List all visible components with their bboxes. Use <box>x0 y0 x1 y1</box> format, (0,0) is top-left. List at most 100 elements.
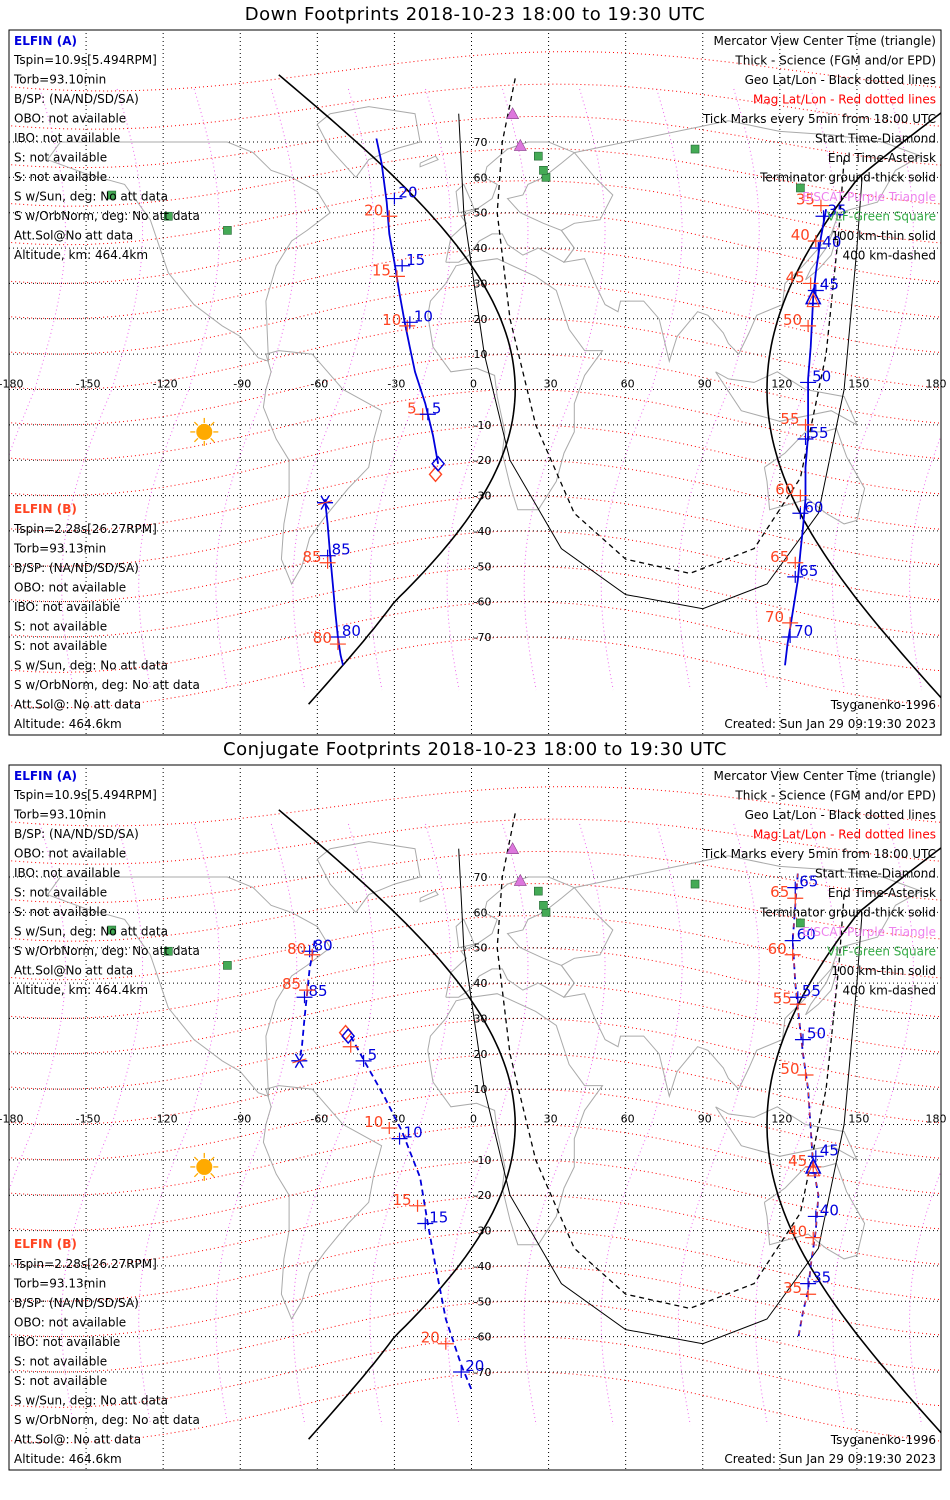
lon-tick-label: -150 <box>76 378 101 391</box>
tick-blue-east-label: 55 <box>802 982 821 1000</box>
mag-lat-line <box>9 565 941 638</box>
legend-line: Terminator ground-thick solid <box>759 171 936 185</box>
lon-tick-label: 180 <box>926 378 947 391</box>
coastline <box>455 183 475 214</box>
mag-lat-line <box>9 1017 941 1090</box>
mag-lon-line <box>677 88 760 691</box>
tick-red-label: 10 <box>364 1113 383 1131</box>
lon-tick-label: 120 <box>771 1113 792 1126</box>
elfin-b-info-line: Altitude: 464.6km <box>14 717 122 731</box>
tick-red-east-label: 40 <box>791 226 810 244</box>
elfin-b-info-line: S: not available <box>14 1355 107 1369</box>
track-elfin-a <box>349 1035 473 1391</box>
coastline <box>560 855 923 1099</box>
legend-line: Mercator View Center Time (triangle) <box>714 769 936 783</box>
tick-blue-label: 10 <box>404 1124 423 1142</box>
terminator-west <box>278 74 517 705</box>
tick-blue-east-label: 65 <box>799 562 818 580</box>
legend-line: End Time-Asterisk <box>828 886 936 900</box>
lat-tick-label: 60 <box>474 906 488 919</box>
mag-lat-line <box>9 1053 941 1126</box>
lat-tick-label: -20 <box>474 454 492 467</box>
mag-lat-line <box>9 636 941 709</box>
tick-blue-b-label: 80 <box>342 622 361 640</box>
vlf-square <box>164 211 173 221</box>
elfin-b-info-line: OBO: not available <box>14 1316 126 1330</box>
elfin-a-info-line: OBO: not available <box>14 112 126 126</box>
elfin-a-info-line: IBO: not available <box>14 131 120 145</box>
panel-title-down: Down Footprints 2018-10-23 18:00 to 19:3… <box>244 4 706 25</box>
tick-blue-b-label: 80 <box>314 936 333 954</box>
coastline <box>262 350 383 586</box>
sun-ray <box>210 437 215 443</box>
coastline <box>455 918 475 949</box>
mag-lat-line <box>9 424 941 497</box>
map-frame <box>8 29 942 736</box>
lon-tick-label: -90 <box>233 1113 251 1126</box>
legend-line: Mag Lat/Lon - Red dotted lines <box>753 93 936 107</box>
tick-red-east-label: 70 <box>765 608 784 626</box>
legend-line: End Time-Asterisk <box>828 151 936 165</box>
curve-400km <box>496 813 845 1310</box>
legend-line: 100 km-thin solid <box>831 229 936 243</box>
mag-lon-line <box>523 823 606 1426</box>
center-triangle <box>804 287 822 305</box>
vlf-square <box>690 144 700 154</box>
legend-line: 400 km-dashed <box>842 249 936 263</box>
mag-lat-line <box>9 282 941 355</box>
coastline <box>427 258 604 511</box>
elfin-a-info-line: B/SP: (NA/ND/SD/SA) <box>14 92 139 106</box>
elfin-b-info-line: S w/Sun, deg: No att data <box>14 1394 168 1408</box>
vlf-square <box>796 183 805 193</box>
lon-tick-label: -180 <box>0 1113 23 1126</box>
tick-red-east-label: 40 <box>788 1223 807 1241</box>
tick-blue-b-label: 85 <box>308 982 327 1000</box>
mag-lat-line <box>9 495 941 567</box>
tick-red-east-label: 35 <box>796 191 815 209</box>
tick-red-east-label: 65 <box>770 548 789 566</box>
elfin-a-info-line: Att.Sol@No att data <box>14 964 133 978</box>
tick-red-label: 20 <box>421 1329 440 1347</box>
mag-lat-line <box>9 1371 941 1444</box>
vlf-square <box>534 151 543 161</box>
elfin-a-info-line: Altitude, km: 464.4km <box>14 983 148 997</box>
elfin-a-info-line: S w/OrbNorm, deg: No att data <box>14 944 200 958</box>
elfin-b-info-line: S w/OrbNorm, deg: No att data <box>14 678 200 692</box>
legend-line: Terminator ground-thick solid <box>759 906 936 920</box>
tick-red-label: 10 <box>382 311 401 329</box>
elfin-b-title: ELFIN (B) <box>14 1237 77 1251</box>
track-elfin-a <box>375 138 439 464</box>
vlf-square <box>223 226 232 235</box>
mag-lon-line <box>523 88 606 691</box>
tick-blue-east-label: 45 <box>820 276 839 294</box>
mag-lat-line <box>9 318 941 391</box>
vlf-square <box>107 190 117 200</box>
tick-red-east-label: 55 <box>773 989 792 1007</box>
mag-lat-line <box>9 51 941 92</box>
center-triangle-b <box>806 292 821 308</box>
created-label: Created: Sun Jan 29 09:19:30 2023 <box>724 717 936 731</box>
lat-tick-label: 40 <box>474 977 488 990</box>
elfin-b-info-line: Torb=93.13min <box>13 1277 106 1291</box>
vlf-square <box>164 946 173 956</box>
eiscat-triangle <box>506 842 520 855</box>
mag-lat-line <box>9 1123 941 1196</box>
mag-lon-line <box>369 88 452 691</box>
eiscat-triangle <box>513 873 527 886</box>
mag-lon-line <box>215 823 298 1426</box>
elfin-b-info-line: S w/Sun, deg: No att data <box>14 659 168 673</box>
mag-lat-line <box>9 1300 941 1373</box>
start-diamond-a <box>341 1028 356 1045</box>
elfin-a-info-line: S: not available <box>14 905 107 919</box>
lon-tick-label: -60 <box>310 378 328 391</box>
lat-tick-label: 30 <box>474 1012 488 1025</box>
mag-lat-line <box>9 1336 941 1408</box>
end-asterisk-b <box>317 500 333 506</box>
elfin-a-info-line: B/SP: (NA/ND/SD/SA) <box>14 827 139 841</box>
track-elfin-b <box>298 940 316 1062</box>
tick-blue-east-label: 55 <box>810 424 829 442</box>
coastline <box>560 120 923 364</box>
tick-red-b-label: 80 <box>287 940 306 958</box>
legend-line: Start Time-Diamond <box>815 132 936 146</box>
created-label: Created: Sun Jan 29 09:19:30 2023 <box>724 1452 936 1466</box>
